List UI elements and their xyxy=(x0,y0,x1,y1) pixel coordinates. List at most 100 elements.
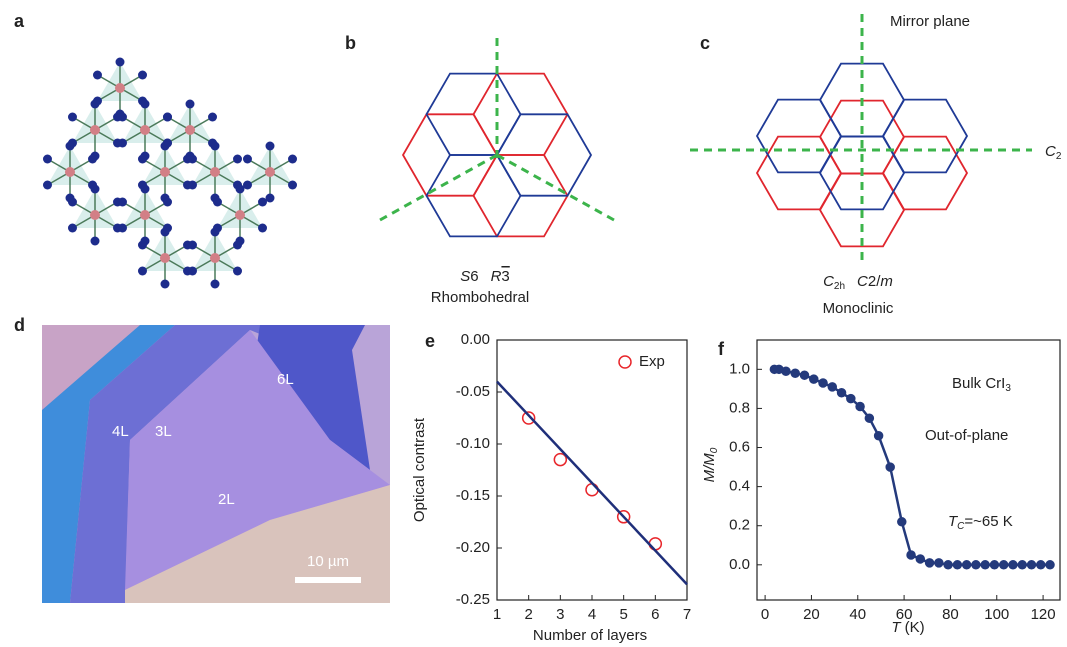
iodine-atom xyxy=(266,142,275,151)
chromium-atom xyxy=(140,125,150,135)
iodine-atom xyxy=(91,237,100,246)
marker xyxy=(1037,561,1045,569)
iodine-atom xyxy=(113,139,122,148)
scale-bar xyxy=(295,577,361,583)
scale-label: 10 µm xyxy=(307,553,349,570)
iodine-atom xyxy=(188,267,197,276)
iodine-atom xyxy=(213,198,222,207)
iodine-atom xyxy=(188,241,197,250)
caption: Monoclinic xyxy=(823,300,894,317)
chromium-atom xyxy=(65,167,75,177)
chromium-atom xyxy=(160,253,170,263)
iodine-atom xyxy=(141,185,150,194)
iodine-atom xyxy=(43,181,52,190)
iodine-atom xyxy=(233,155,242,164)
panel-label: b xyxy=(345,33,356,53)
marker xyxy=(838,389,846,397)
y-tick-label: 1.0 xyxy=(729,360,750,377)
iodine-atom xyxy=(68,198,77,207)
crystal-structure xyxy=(43,58,297,289)
marker xyxy=(981,561,989,569)
figure: a b c d e f S6R3 Rhombohedral Mirror pla… xyxy=(0,0,1067,647)
monoclinic-diagram xyxy=(690,14,1032,262)
iodine-atom xyxy=(138,267,147,276)
iodine-atom xyxy=(258,224,267,233)
marker xyxy=(856,402,864,410)
iodine-atom xyxy=(116,58,125,67)
layer-label: 2L xyxy=(218,491,235,508)
iodine-atom xyxy=(188,155,197,164)
mirror-line xyxy=(497,155,614,220)
mirror-line xyxy=(380,155,497,220)
iodine-atom xyxy=(93,71,102,80)
chromium-atom xyxy=(160,167,170,177)
panel-label: c xyxy=(700,33,710,53)
plot-frame xyxy=(497,340,687,600)
marker xyxy=(898,518,906,526)
annotation: TC=~65 K xyxy=(948,513,1013,532)
x-tick-label: 120 xyxy=(1031,606,1056,623)
iodine-atom xyxy=(161,280,170,289)
iodine-atom xyxy=(211,280,220,289)
marker xyxy=(865,414,873,422)
iodine-atom xyxy=(161,142,170,151)
iodine-atom xyxy=(163,113,172,122)
y-axis-label: Optical contrast xyxy=(411,417,428,522)
x-tick-label: 3 xyxy=(556,606,564,623)
panel-label: a xyxy=(14,11,25,31)
y-tick-label: 0.6 xyxy=(729,438,750,455)
marker xyxy=(1018,561,1026,569)
marker xyxy=(963,561,971,569)
panel-label: f xyxy=(718,339,725,359)
x-tick-label: 20 xyxy=(803,606,820,623)
iodine-atom xyxy=(258,198,267,207)
panel-label: d xyxy=(14,315,25,335)
caption: Rhombohedral xyxy=(431,289,529,306)
marker xyxy=(819,379,827,387)
iodine-atom xyxy=(68,113,77,122)
marker xyxy=(1028,561,1036,569)
y-tick-label: 0.8 xyxy=(729,399,750,416)
y-tick-label: -0.25 xyxy=(456,591,490,608)
marker xyxy=(953,561,961,569)
x-tick-label: 7 xyxy=(683,606,691,623)
layer-label: 3L xyxy=(155,423,172,440)
legend-label: Exp xyxy=(639,353,665,370)
iodine-atom xyxy=(233,241,242,250)
y-tick-label: 0.2 xyxy=(729,517,750,534)
iodine-atom xyxy=(211,142,220,151)
marker xyxy=(828,383,836,391)
marker xyxy=(935,559,943,567)
iodine-atom xyxy=(211,228,220,237)
chromium-atom xyxy=(210,167,220,177)
rhombohedral-diagram xyxy=(380,38,614,236)
x-tick-label: 1 xyxy=(493,606,501,623)
iodine-atom xyxy=(138,155,147,164)
micrograph: 6L 4L 3L 2L 10 µm xyxy=(42,325,390,603)
y-tick-label: 0.4 xyxy=(729,478,750,495)
iodine-atom xyxy=(141,100,150,109)
layer-label: 4L xyxy=(112,423,129,440)
marker xyxy=(782,367,790,375)
y-tick-label: 0.0 xyxy=(729,556,750,573)
iodine-atom xyxy=(163,198,172,207)
y-tick-label: -0.20 xyxy=(456,539,490,556)
chromium-atom xyxy=(90,125,100,135)
legend-marker xyxy=(619,356,631,368)
iodine-atom xyxy=(118,198,127,207)
iodine-atom xyxy=(113,113,122,122)
chromium-atom xyxy=(115,83,125,93)
annotation: Bulk CrI3 xyxy=(952,375,1011,394)
iodine-atom xyxy=(118,224,127,233)
x-tick-label: 80 xyxy=(942,606,959,623)
annotation: Mirror plane xyxy=(890,13,970,30)
chromium-atom xyxy=(185,125,195,135)
layer-label: 6L xyxy=(277,371,294,388)
iodine-atom xyxy=(138,71,147,80)
iodine-atom xyxy=(68,224,77,233)
iodine-atom xyxy=(236,185,245,194)
annotation: Out-of-plane xyxy=(925,427,1008,444)
marker xyxy=(1046,561,1054,569)
marker xyxy=(800,371,808,379)
